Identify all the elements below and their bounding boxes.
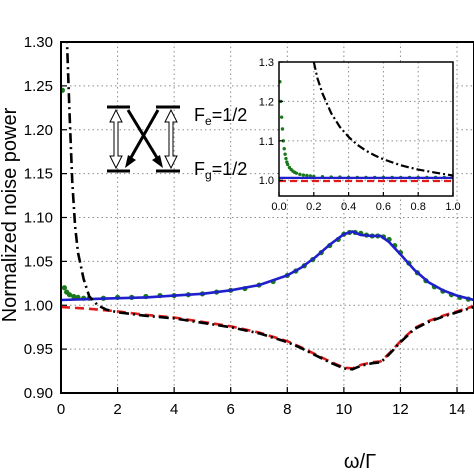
main-green-point [61,285,67,291]
y-axis-title: Normalized noise power [0,107,21,322]
inset-plot-frame [278,61,454,197]
hollow-arrow-left [109,108,123,170]
main-xtick-label: 0 [57,401,65,418]
inset-green-point [283,152,287,156]
inset-series [279,62,453,183]
main-blue-line [61,230,474,302]
main-black-line [65,42,474,371]
inset-black-line [312,62,453,177]
inset-background [279,62,453,196]
inset-green-point [280,127,285,131]
inset-ytick-label: 1.1 [259,136,274,148]
main-ytick-label: 1.30 [24,34,53,51]
main-xtick-label: 10 [336,401,353,418]
main-ticks: 0 2 4 6 8 10 12 14 0.90 0.95 1.00 1.05 1.10 1.15 1.20 1… [24,34,466,418]
main-green-point [61,87,66,93]
inset-xtick-label: 0.6 [376,201,391,213]
inset-green-point [286,162,290,167]
inset-green-point [284,156,288,161]
lower-level-label: Fg=1/2 [194,159,247,182]
main-ytick-label: 1.15 [24,166,53,183]
inset-ytick-label: 1.2 [259,96,274,108]
cross-arrowhead-b [125,155,136,168]
inset-green-point [279,115,284,119]
main-grid [61,42,474,393]
inset-green-point [308,174,313,178]
inset-ytick-label: 1.0 [259,175,274,187]
main-series [61,42,474,371]
main-ytick-label: 1.05 [24,253,53,270]
hollow-arrow-right [164,108,178,170]
inset-green-point [294,171,299,175]
cross-arrowhead-a [152,155,163,168]
level-diagram: Fe=1/2 Fg=1/2 [107,105,247,182]
main-green-point [66,292,73,298]
main-ytick-label: 0.90 [24,385,53,402]
inset-green-point [305,173,309,178]
x-axis-title: ω/Γ [344,451,376,473]
main-ytick-label: 1.00 [24,297,53,314]
inset-green-point [282,147,286,151]
main-ytick-label: 1.20 [24,122,53,139]
inset-xtick-label: 0.2 [306,201,321,213]
main-ytick-label: 1.25 [24,78,53,95]
main-xtick-label: 12 [392,401,409,418]
main-xtick-label: 8 [283,401,291,418]
inset-xtick-label: 0.0 [271,201,286,213]
main-xtick-label: 6 [227,401,235,418]
inset-ticks: 0.0 0.2 0.4 0.6 0.8 1.0 1.0 1.1 1.2 1.3 [259,57,461,213]
main-green-point [71,293,77,300]
main-xtick-label: 4 [170,401,178,418]
inset-green-point [298,172,302,177]
main-xtick-label: 14 [449,401,466,418]
main-xtick-label: 2 [113,401,121,418]
main-ytick-label: 0.95 [24,341,53,358]
cross-arrow-b [127,109,160,162]
inset-green-point [301,173,306,177]
inset-ytick-label: 1.3 [259,57,274,69]
inset-xtick-label: 0.8 [411,201,426,213]
main-ytick-label: 1.10 [24,210,53,227]
inset-xtick-label: 1.0 [445,201,460,213]
inset-green-point [281,139,286,143]
upper-level-label: Fe=1/2 [194,105,247,128]
inset-xtick-label: 0.4 [341,201,356,213]
